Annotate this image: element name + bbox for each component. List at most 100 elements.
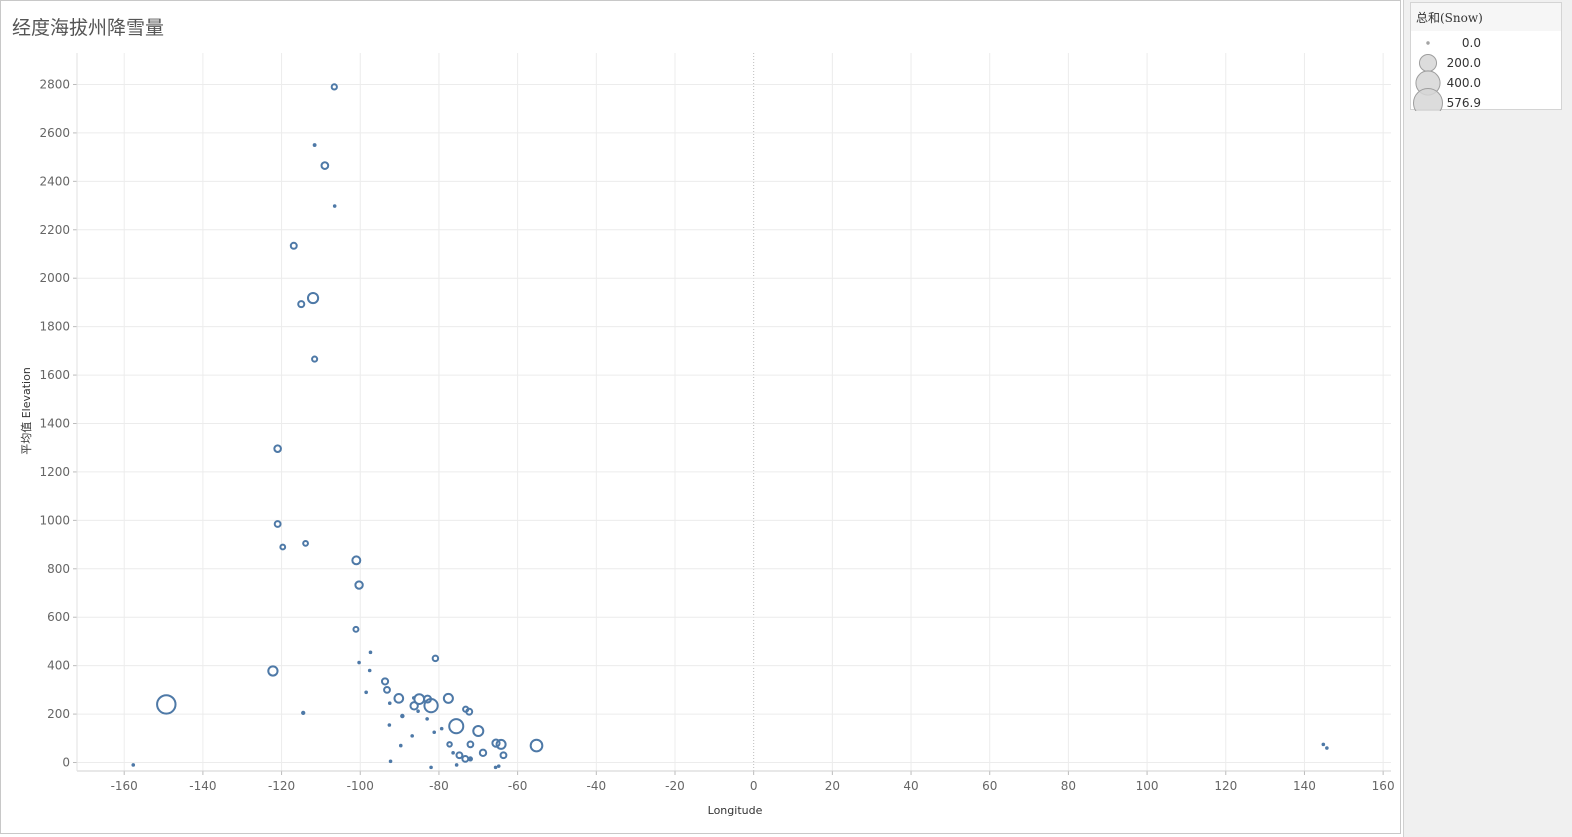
data-point[interactable]: [398, 743, 403, 748]
data-point[interactable]: [409, 701, 419, 711]
data-point[interactable]: [302, 539, 309, 547]
side-panel: 总和(Snow) 0.0 200.0 400.0 576.9: [1403, 0, 1572, 837]
x-tick-label: -160: [111, 779, 138, 793]
data-point[interactable]: [454, 763, 459, 767]
x-tick-label: 40: [903, 779, 918, 793]
data-point[interactable]: [380, 677, 390, 686]
data-point[interactable]: [267, 665, 279, 677]
y-tick-label: 800: [47, 562, 70, 576]
data-point[interactable]: [429, 765, 433, 770]
data-point[interactable]: [466, 740, 475, 749]
data-point[interactable]: [432, 730, 437, 735]
y-axis-title: 平均值 Elevation: [20, 367, 33, 455]
scatter-plot[interactable]: -160 -140 -120 -100 -80 -60 -40 -20 0 20 40 60 80 100…: [1, 1, 1400, 833]
y-tick-label: 200: [47, 707, 70, 721]
data-point[interactable]: [495, 738, 507, 750]
data-point[interactable]: [416, 709, 420, 713]
data-point[interactable]: [499, 751, 508, 760]
y-tick-label: 1400: [39, 417, 70, 431]
data-point[interactable]: [388, 759, 393, 764]
data-point[interactable]: [400, 713, 405, 719]
legend-header: [1411, 3, 1561, 31]
x-axis-title: Longitude: [708, 804, 763, 817]
data-point[interactable]: [273, 520, 282, 528]
data-point[interactable]: [462, 705, 470, 713]
y-tick-label: 400: [47, 659, 70, 673]
data-point[interactable]: [410, 734, 414, 738]
data-point[interactable]: [529, 738, 544, 753]
data-point[interactable]: [493, 765, 498, 770]
data-point[interactable]: [364, 690, 368, 695]
data-point[interactable]: [279, 543, 287, 551]
data-point[interactable]: [411, 696, 416, 700]
data-point[interactable]: [332, 204, 337, 208]
data-point[interactable]: [301, 710, 306, 716]
y-tick-label: 1200: [39, 465, 70, 479]
legend-item-label: 400.0: [1447, 76, 1481, 90]
data-point[interactable]: [431, 654, 440, 663]
data-point[interactable]: [451, 751, 455, 755]
x-tick-label: 60: [982, 779, 997, 793]
x-tick-label: 80: [1061, 779, 1076, 793]
data-point[interactable]: [467, 756, 473, 762]
data-point[interactable]: [439, 726, 444, 731]
data-point[interactable]: [367, 668, 372, 673]
data-point[interactable]: [357, 660, 361, 665]
legend-size-circle: [1413, 88, 1443, 111]
x-tick-label: -20: [665, 779, 685, 793]
data-point[interactable]: [446, 741, 453, 748]
data-point[interactable]: [383, 685, 391, 694]
data-point[interactable]: [311, 355, 319, 363]
data-point[interactable]: [351, 555, 362, 566]
chart-title: 经度海拔州降雪量: [12, 17, 165, 39]
y-tick-label: 2400: [39, 174, 70, 188]
data-point[interactable]: [491, 738, 501, 748]
data-point[interactable]: [354, 580, 364, 590]
data-point[interactable]: [455, 751, 464, 760]
data-point[interactable]: [387, 723, 392, 727]
data-point[interactable]: [496, 764, 501, 768]
data-point[interactable]: [320, 161, 330, 170]
x-tick-label: -60: [508, 779, 528, 793]
x-tick-label: -80: [429, 779, 449, 793]
y-tick-label: 1800: [39, 320, 70, 334]
data-point[interactable]: [1325, 746, 1329, 750]
y-tick-label: 2200: [39, 223, 70, 237]
data-point[interactable]: [393, 693, 405, 704]
data-point[interactable]: [312, 143, 317, 147]
legend-title: 总和(Snow): [1416, 11, 1483, 25]
data-point[interactable]: [1321, 742, 1326, 747]
mark-layer[interactable]: [131, 83, 1329, 770]
data-point[interactable]: [330, 83, 338, 91]
data-point[interactable]: [472, 725, 485, 738]
data-point[interactable]: [156, 694, 177, 715]
data-point[interactable]: [297, 300, 306, 309]
x-tick-label: 100: [1136, 779, 1159, 793]
data-point[interactable]: [442, 692, 454, 704]
y-tick-label: 2800: [39, 77, 70, 91]
y-tick-label: 2600: [39, 126, 70, 140]
data-point[interactable]: [461, 754, 470, 763]
data-point[interactable]: [423, 694, 432, 704]
y-tick-label: 2000: [39, 271, 70, 285]
data-point[interactable]: [387, 701, 392, 705]
data-point[interactable]: [131, 763, 136, 767]
y-tick-label: 0: [62, 756, 70, 770]
x-tick-label: -100: [347, 779, 374, 793]
legend-size-circle: [1418, 53, 1438, 73]
data-point[interactable]: [306, 291, 320, 305]
data-point[interactable]: [289, 241, 298, 250]
data-point[interactable]: [368, 650, 373, 655]
data-point[interactable]: [352, 625, 360, 633]
data-point[interactable]: [448, 718, 465, 735]
size-legend: 总和(Snow) 0.0 200.0 400.0 576.9: [1410, 2, 1562, 111]
legend-item-label: 0.0: [1462, 36, 1481, 50]
y-tick-label: 600: [47, 610, 70, 624]
x-tick-label: 160: [1372, 779, 1395, 793]
legend-item-label: 576.9: [1447, 96, 1481, 110]
x-tick-label: -120: [268, 779, 295, 793]
data-point[interactable]: [478, 748, 488, 758]
data-point[interactable]: [273, 444, 282, 453]
y-tick-label: 1000: [39, 513, 70, 527]
data-point[interactable]: [425, 717, 429, 721]
